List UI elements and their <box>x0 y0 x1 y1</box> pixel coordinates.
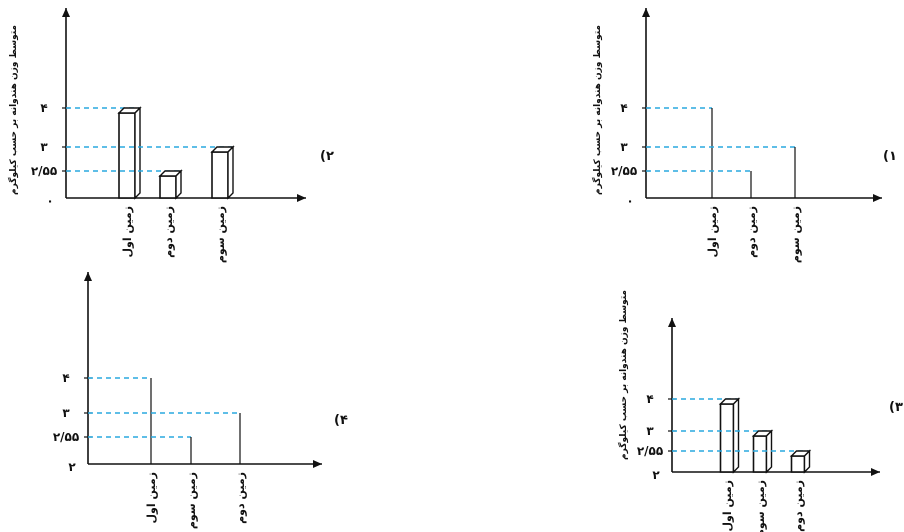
axis-origin-label: ۰ <box>626 194 633 208</box>
category-label: زمین سوم <box>214 206 227 263</box>
category-label: زمین دوم <box>162 206 175 258</box>
bar-side <box>175 169 182 200</box>
x-axis-head <box>297 194 306 202</box>
y-axis-head <box>668 318 676 327</box>
category-label: زمین سوم <box>754 480 767 532</box>
bar <box>752 435 768 473</box>
y-tick-label: ۲/۵۵ <box>53 430 79 444</box>
x-axis-head <box>873 194 882 202</box>
chart-4: ۲ ۲/۵۵ ۳ ۴ زمین اول زمین سوم زمین دوم (۴ <box>53 272 348 529</box>
y-tick-label: ۴ <box>40 101 47 115</box>
option-label: (۲ <box>320 149 334 164</box>
category-label: زمین اول <box>706 206 719 258</box>
y-axis-label: متوسط وزن هندوانه بر حسب کیلوگرم <box>7 25 19 195</box>
option-label: (۴ <box>334 413 348 428</box>
bar <box>118 112 136 199</box>
axis-origin-label: ۰ <box>46 194 53 208</box>
y-axis-head <box>62 8 70 17</box>
y-tick-label: ۴ <box>62 371 69 385</box>
bar-side <box>134 106 141 200</box>
bar <box>719 403 735 473</box>
axis-origin-label: ۲ <box>652 468 660 482</box>
bar-side <box>227 145 234 200</box>
y-axis-label: متوسط وزن هندوانه بر حسب کیلوگرم <box>591 25 603 195</box>
bar-side <box>732 397 740 474</box>
bar <box>790 455 806 473</box>
y-axis-label: متوسط وزن هندوانه بر حسب کیلوگرم <box>617 290 629 460</box>
option-label: (۳ <box>889 400 903 415</box>
category-label: زمین اول <box>145 472 158 524</box>
category-label: زمین دوم <box>745 206 758 258</box>
category-label: زمین دوم <box>234 472 247 524</box>
y-tick-label: ۳ <box>646 424 654 438</box>
bar-side <box>803 449 811 474</box>
chart-3: ۲ ۲/۵۵ ۳ ۴ متوسط وزن هندوانه بر حسب کیلوگرم ز… <box>617 290 903 532</box>
category-label: زمین سوم <box>185 472 198 529</box>
category-label: زمین سوم <box>789 206 802 263</box>
y-tick-label: ۳ <box>62 406 70 420</box>
bar <box>211 151 229 199</box>
axis-origin-label: ۲ <box>68 460 76 474</box>
y-tick-label: ۳ <box>620 140 628 154</box>
y-axis-head <box>642 8 650 17</box>
category-label: زمین اول <box>121 206 134 258</box>
y-axis-head <box>84 272 92 281</box>
y-tick-label: ۴ <box>646 392 653 406</box>
category-label: زمین دوم <box>792 480 805 532</box>
category-label: زمین اول <box>721 480 734 532</box>
y-tick-label: ۲/۵۵ <box>31 164 57 178</box>
x-axis-head <box>871 468 880 476</box>
chart-2: ۰ ۲/۵۵ ۳ ۴ متوسط وزن هندوانه بر حسب کیلوگرم ز… <box>7 8 334 263</box>
chart-1: ۰ ۲/۵۵ ۳ ۴ متوسط وزن هندوانه بر حسب کیلوگرم ز… <box>591 8 897 263</box>
y-tick-label: ۳ <box>40 140 48 154</box>
y-tick-label: ۲/۵۵ <box>637 444 663 458</box>
x-axis-head <box>313 460 322 468</box>
bar-side <box>765 429 773 474</box>
option-label: (۱ <box>883 149 897 164</box>
bar <box>159 175 177 199</box>
y-tick-label: ۲/۵۵ <box>611 164 637 178</box>
y-tick-label: ۴ <box>620 101 627 115</box>
